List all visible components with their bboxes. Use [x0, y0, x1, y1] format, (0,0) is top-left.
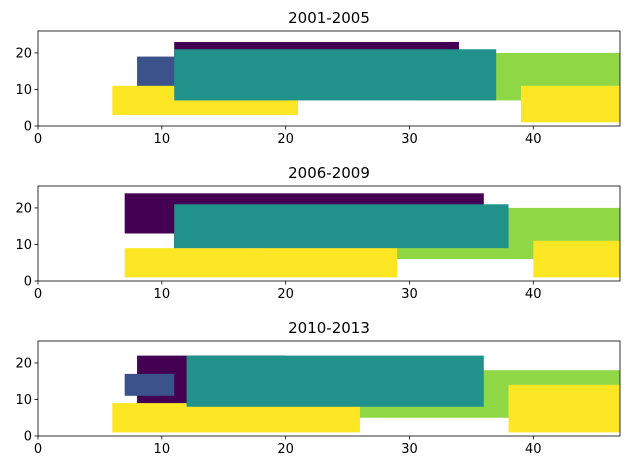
- panel-3: 0 10 20 30 40 0 10 20 2010-2013: [15, 319, 621, 457]
- x-tick-label: 30: [401, 287, 418, 302]
- x-tick-label: 40: [525, 132, 542, 147]
- heatmap-cells: [112, 355, 620, 433]
- y-tick-label: 20: [15, 46, 32, 61]
- y-tick-label: 10: [15, 238, 32, 253]
- x-tick-label: 10: [154, 132, 171, 147]
- x-tick-label: 0: [34, 132, 42, 147]
- x-tick-label: 10: [154, 287, 171, 302]
- x-tick-label: 10: [154, 442, 171, 457]
- x-tick-label: 40: [525, 287, 542, 302]
- x-tick-label: 0: [34, 287, 42, 302]
- heatmap-region: [186, 355, 484, 407]
- panel-2: 0 10 20 30 40 0 10 20 2006-2009: [15, 164, 621, 302]
- x-tick-label: 30: [401, 442, 418, 457]
- heatmap-region: [174, 49, 497, 101]
- y-tick-label: 20: [15, 356, 32, 371]
- heatmap-region: [124, 373, 175, 396]
- x-tick-label: 40: [525, 442, 542, 457]
- x-tick-label: 0: [34, 442, 42, 457]
- y-tick-label: 10: [15, 393, 32, 408]
- y-tick-label: 0: [24, 275, 32, 290]
- y-tick-label: 20: [15, 201, 32, 216]
- heatmap-region: [533, 240, 620, 278]
- panel-1: 0 10 20 30 40 0 10 20 2001-2005: [15, 9, 621, 147]
- y-tick-label: 10: [15, 83, 32, 98]
- x-tick-label: 20: [277, 442, 294, 457]
- y-tick-label: 0: [24, 120, 32, 135]
- x-tick-label: 20: [277, 287, 294, 302]
- panel-title: 2006-2009: [288, 164, 370, 182]
- x-tick-label: 30: [401, 132, 418, 147]
- y-tick-label: 0: [24, 430, 32, 445]
- heatmap-cells: [112, 41, 620, 123]
- axes-frame: [37, 340, 621, 437]
- heatmap-region: [112, 403, 360, 433]
- panel-title: 2010-2013: [288, 319, 370, 337]
- heatmap-region: [174, 204, 509, 249]
- heatmap-cells: [124, 193, 620, 278]
- axes-frame: [37, 30, 621, 127]
- heatmap-region: [508, 384, 620, 433]
- panel-title: 2001-2005: [288, 9, 370, 27]
- heatmap-region: [124, 248, 398, 278]
- axes-frame: [37, 185, 621, 282]
- heatmap-region: [520, 85, 620, 123]
- x-tick-label: 20: [277, 132, 294, 147]
